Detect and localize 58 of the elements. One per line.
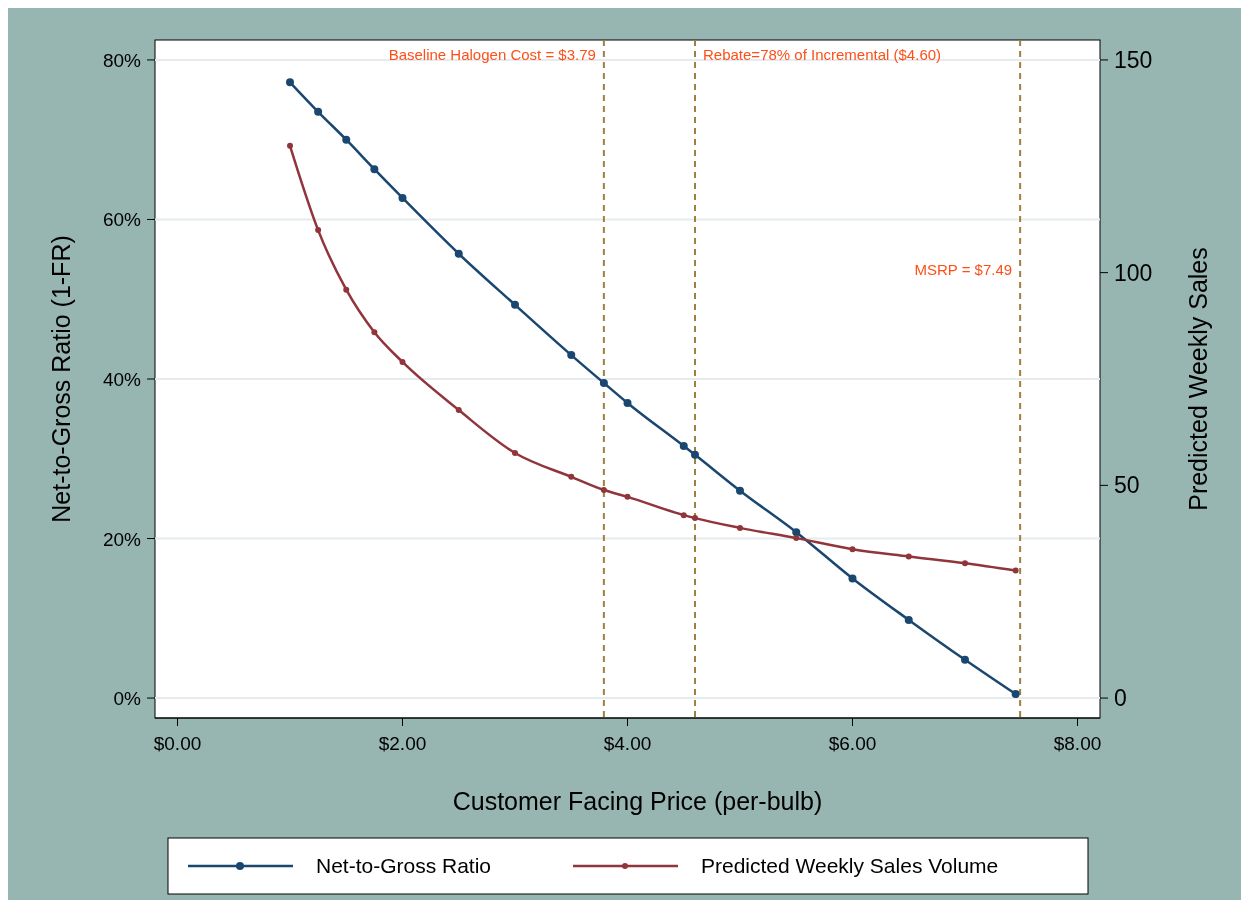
point [692,515,698,522]
y-tick-label: 0% [113,688,142,710]
point [314,107,323,116]
ref-line-label: Rebate=78% of Incremental ($4.60) [703,45,942,63]
point [600,487,607,494]
point [737,524,743,531]
legend-label: Predicted Weekly Sales Volume [701,854,999,877]
y2-tick-label: 50 [1114,472,1140,499]
y-tick-label: 20% [102,528,142,550]
ref-line-label: Baseline Halogen Cost = $3.79 [388,45,596,63]
y-tick-label: 40% [102,369,142,390]
x-tick-label: $2.00 [378,733,427,754]
point [679,442,688,450]
point [371,329,378,336]
point [1011,690,1020,699]
x-axis-title: Customer Facing Price (per-bulb) [452,787,823,815]
point [962,560,968,567]
point [792,528,801,537]
point [512,450,518,457]
y-tick-label: 60% [102,209,142,231]
ref-line-label: MSRP = $7.49 [914,261,1013,279]
point [287,142,293,149]
y2-tick-label: 150 [1114,46,1153,73]
point [286,78,294,87]
point [793,535,800,542]
point [315,227,322,234]
point [511,300,519,309]
x-tick-label: $0.00 [153,733,202,754]
legend-label: Net-to-Gross Ratio [316,854,492,877]
point [342,135,351,144]
point [370,165,379,174]
point [623,398,632,407]
point [848,574,857,583]
point [454,249,463,258]
x-tick-label: $4.00 [603,733,652,754]
point [599,378,608,387]
point [343,286,350,293]
point [1012,567,1019,574]
y2-axis-title: Predicted Weekly Sales [1184,247,1212,511]
y-tick-label: 80% [102,49,142,71]
y2-tick-label: 100 [1114,259,1153,286]
point [904,615,913,624]
point [567,351,576,360]
point [455,407,462,414]
point [905,553,912,560]
x-tick-label: $8.00 [1053,733,1102,754]
y2-tick-label: 0 [1114,685,1127,712]
x-tick-label: $6.00 [828,733,877,754]
point [849,546,856,553]
point [961,655,969,664]
point [568,473,575,480]
point [691,450,699,459]
y-axis-title: Net-to-Gross Ratio (1-FR) [47,235,75,523]
point [399,358,406,365]
point [624,493,631,500]
point [680,512,687,519]
point [736,486,744,495]
point [398,193,407,202]
